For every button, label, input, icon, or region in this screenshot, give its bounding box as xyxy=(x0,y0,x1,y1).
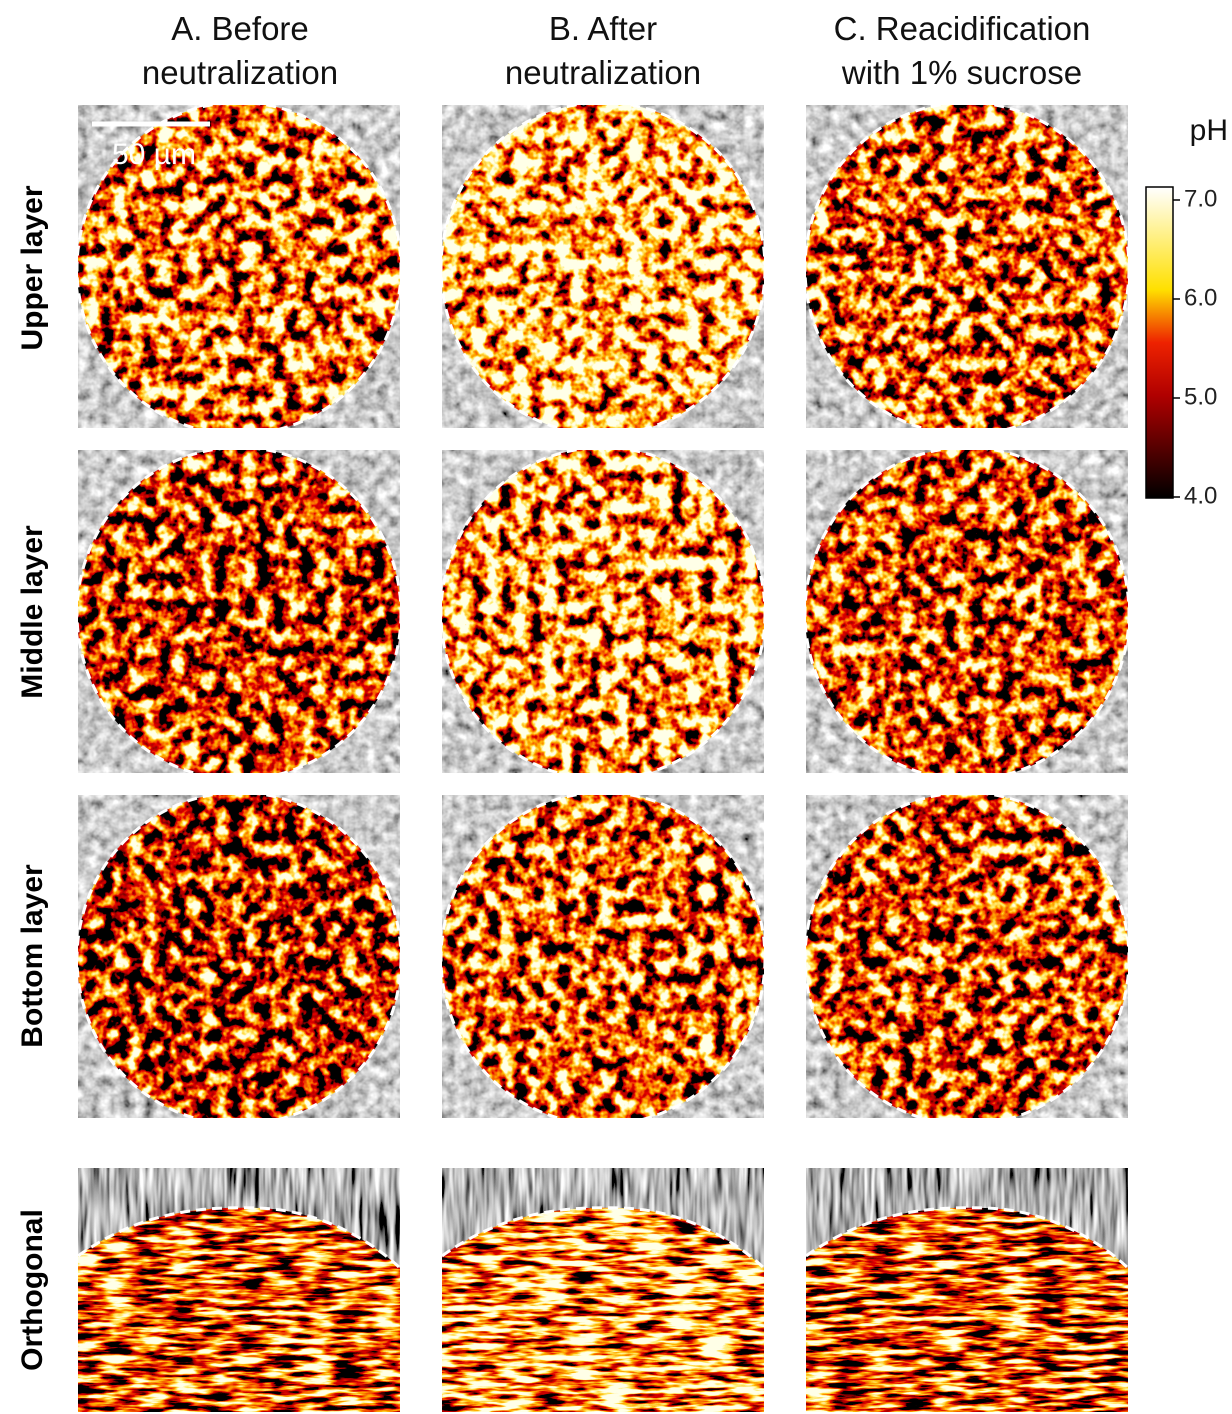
colorbar-label: pH xyxy=(1190,114,1228,147)
ph-map xyxy=(442,105,764,428)
image-panel xyxy=(441,103,765,435)
column-title: C. Reacidification xyxy=(834,10,1091,47)
ph-map xyxy=(806,105,1128,428)
row-label: Bottom layer xyxy=(16,864,49,1048)
ph-map xyxy=(806,450,1128,773)
image-panel xyxy=(805,103,1129,435)
column-title: neutralization xyxy=(142,54,338,91)
ph-map xyxy=(78,450,400,773)
ph-map xyxy=(442,450,764,773)
colorbar-tick-label: 7.0 xyxy=(1184,185,1217,212)
ph-map xyxy=(442,795,764,1118)
row-label: Middle layer xyxy=(16,525,49,699)
figure: A. Before neutralization B. After neutra… xyxy=(0,0,1232,1414)
column-title: B. After xyxy=(549,10,657,47)
orthogonal-panel xyxy=(442,1168,764,1412)
orthogonal-panel xyxy=(78,1168,400,1412)
column-title: neutralization xyxy=(505,54,701,91)
colorbar-tick-label: 6.0 xyxy=(1184,284,1217,311)
image-panel xyxy=(441,448,765,780)
row-label: Orthogonal xyxy=(16,1209,49,1371)
image-panel xyxy=(805,793,1129,1125)
ph-map xyxy=(78,795,400,1118)
column-title: with 1% sucrose xyxy=(841,54,1082,91)
column-titles: A. Before neutralization B. After neutra… xyxy=(142,10,1091,91)
orthogonal-panel xyxy=(806,1168,1128,1412)
image-panel xyxy=(441,793,765,1125)
image-panel xyxy=(805,448,1129,780)
colorbar-gradient xyxy=(1146,187,1173,498)
row-label: Upper layer xyxy=(16,185,49,350)
colorbar-tick-label: 4.0 xyxy=(1184,482,1217,509)
image-panel xyxy=(77,793,401,1125)
colorbar-tick-label: 5.0 xyxy=(1184,383,1217,410)
row-labels: Upper layer Middle layer Bottom layer Or… xyxy=(16,185,49,1371)
ph-map xyxy=(806,795,1128,1118)
image-panel xyxy=(77,448,401,780)
colorbar: pH 7.0 6.0 5.0 4.0 xyxy=(1146,114,1228,509)
scale-label: 50 µm xyxy=(112,138,196,171)
column-title: A. Before xyxy=(171,10,309,47)
